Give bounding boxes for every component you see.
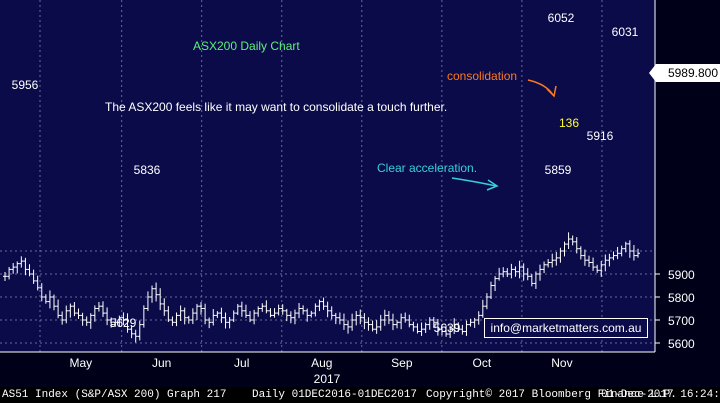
peak-label-5956: 5956 xyxy=(12,78,39,92)
last-price-tag: 5989.800 xyxy=(649,64,720,82)
annotation-0: Clear acceleration. xyxy=(377,161,477,175)
peak-label-5859: 5859 xyxy=(545,163,572,177)
x-tick-label: Jun xyxy=(152,356,171,370)
footer-bar: AS51 Index (S&P/ASX 200) Graph 217 Daily… xyxy=(0,387,720,403)
plot-area xyxy=(0,0,655,352)
email-box: info@marketmatters.com.au xyxy=(484,318,648,338)
y-tick-label: 5900 xyxy=(668,268,695,282)
peak-label-6031: 6031 xyxy=(612,25,639,39)
peak-label-5836: 5836 xyxy=(134,163,161,177)
y-tick-label: 5700 xyxy=(668,314,695,328)
y-tick-label: 5800 xyxy=(668,291,695,305)
annotation-2: 136 xyxy=(559,116,579,130)
footer-timestamp: 01-Dec-2017 16:24:11 xyxy=(601,389,720,401)
x-tick-label: Sep xyxy=(391,356,413,370)
x-tick-label: May xyxy=(69,356,92,370)
x-tick-label: Oct xyxy=(473,356,492,370)
peak-label-5916: 5916 xyxy=(587,129,614,143)
peak-label-5629: 5629 xyxy=(110,316,137,330)
footer-copyright: Copyright© 2017 Bloomberg Finance L.P. xyxy=(426,389,677,401)
chart-subtitle: The ASX200 feels like it may want to con… xyxy=(105,100,447,114)
peak-label-6052: 6052 xyxy=(548,11,575,25)
x-tick-label: Nov xyxy=(551,356,572,370)
orange-arrow-shaft xyxy=(527,79,554,96)
peak-label-5639: 5639 xyxy=(434,321,461,335)
cyan-arrow-head xyxy=(486,179,499,191)
chart-title: ASX200 Daily Chart xyxy=(193,39,300,53)
footer-range: Daily 01DEC2016-01DEC2017 xyxy=(252,389,418,401)
x-axis-year-label: 2017 xyxy=(314,372,341,386)
footer-left: AS51 Index (S&P/ASX 200) Graph 217 xyxy=(2,389,227,401)
x-tick-label: Aug xyxy=(311,356,332,370)
orange-arrow-head xyxy=(546,85,557,98)
cyan-arrow-shaft xyxy=(451,177,497,187)
y-tick-label: 5600 xyxy=(668,337,695,351)
x-tick-label: Jul xyxy=(234,356,249,370)
annotation-1: consolidation xyxy=(447,69,517,83)
